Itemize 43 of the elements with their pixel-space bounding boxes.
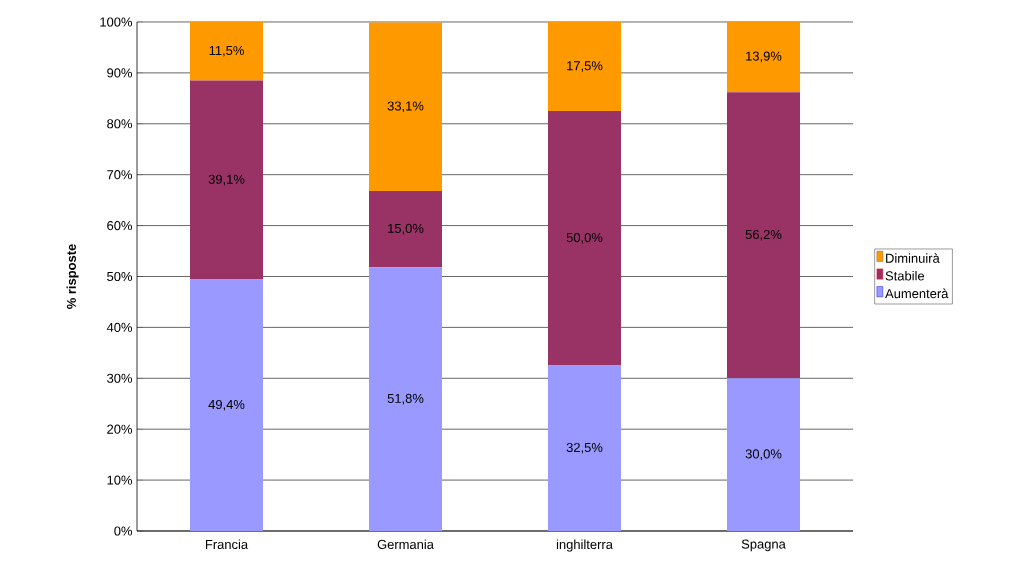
- legend-label: Stabile: [885, 270, 925, 281]
- y-axis-title: % risposte: [66, 244, 79, 309]
- bar: [190, 80, 264, 280]
- data-label: 49,4%: [208, 399, 245, 411]
- x-tick-label: Francia: [205, 539, 249, 550]
- legend-label: Aumenterà: [885, 288, 949, 299]
- bar: [548, 111, 622, 366]
- data-label: 32,5%: [566, 442, 603, 454]
- data-label: 11,5%: [209, 45, 244, 57]
- data-label: 30,0%: [745, 449, 782, 460]
- bar: [369, 22, 443, 191]
- y-tick-label: 80%: [107, 119, 133, 129]
- data-label: 56,2%: [745, 229, 782, 241]
- y-tick-label: 60%: [107, 221, 133, 231]
- bar: [727, 21, 801, 93]
- y-tick-label: 50%: [107, 271, 133, 282]
- bar: [548, 365, 622, 531]
- bar: [727, 378, 801, 531]
- x-tick-label: Spagna: [741, 539, 786, 552]
- bar: [548, 21, 622, 112]
- y-tick-label: 30%: [107, 373, 133, 383]
- data-label: 15,0%: [388, 223, 424, 235]
- y-tick-label: 90%: [107, 68, 133, 78]
- bar: [190, 279, 264, 531]
- data-label: 39,1%: [208, 174, 245, 186]
- data-label: 50,0%: [566, 232, 603, 244]
- y-tick-label: 0%: [114, 526, 133, 536]
- bar: [369, 190, 443, 268]
- y-tick-label: 70%: [107, 170, 133, 180]
- bar: [369, 267, 443, 531]
- x-tick-label: inghilterra: [556, 539, 613, 552]
- y-tick-label: 40%: [106, 322, 133, 332]
- y-tick-label: 10%: [107, 475, 133, 485]
- legend-label: Diminuirà: [886, 253, 940, 263]
- bar: [727, 92, 801, 379]
- x-tick-label: Germania: [377, 539, 434, 550]
- bar: [190, 21, 264, 81]
- data-label: 17,5%: [567, 61, 603, 72]
- data-label: 33,1%: [387, 101, 424, 113]
- data-label: 51,8%: [387, 393, 424, 405]
- y-tick-label: 100%: [100, 17, 133, 27]
- y-tick-label: 20%: [107, 424, 133, 434]
- data-label: 13,9%: [746, 51, 782, 63]
